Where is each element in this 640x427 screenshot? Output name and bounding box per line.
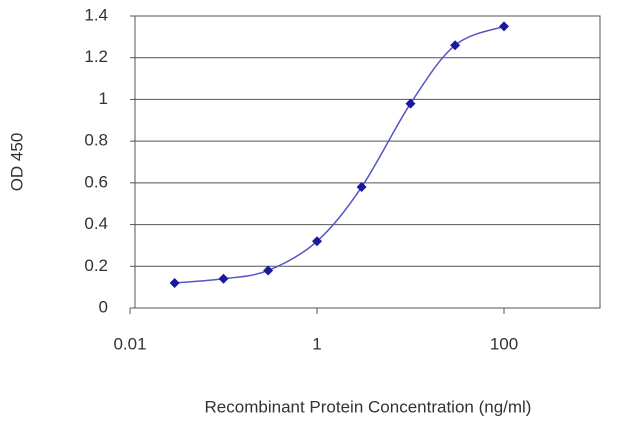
data-point [169, 277, 180, 288]
x-tick-label: 0.01 [113, 334, 146, 353]
data-point [263, 265, 274, 276]
data-point [356, 182, 367, 193]
y-tick-label: 1 [99, 89, 108, 108]
data-point [450, 40, 461, 51]
x-tick-label: 1 [312, 334, 321, 353]
y-tick-label: 0.8 [84, 131, 108, 150]
data-point [405, 98, 416, 109]
plot-frame [134, 15, 601, 309]
x-axis-label: Recombinant Protein Concentration (ng/ml… [205, 397, 532, 416]
data-point [312, 236, 322, 247]
x-tick-label: 100 [490, 334, 518, 353]
y-tick-label: 0.4 [84, 214, 108, 233]
y-tick-label: 1.2 [84, 47, 108, 66]
data-point [499, 21, 509, 32]
y-axis-label: OD 450 [7, 133, 26, 192]
y-tick-label: 0.6 [84, 172, 108, 191]
series-line [174, 25, 505, 284]
y-tick-label: 0 [99, 297, 108, 316]
y-tick-label: 1.4 [84, 5, 108, 24]
data-point [218, 273, 229, 284]
y-tick-label: 0.2 [84, 256, 108, 275]
